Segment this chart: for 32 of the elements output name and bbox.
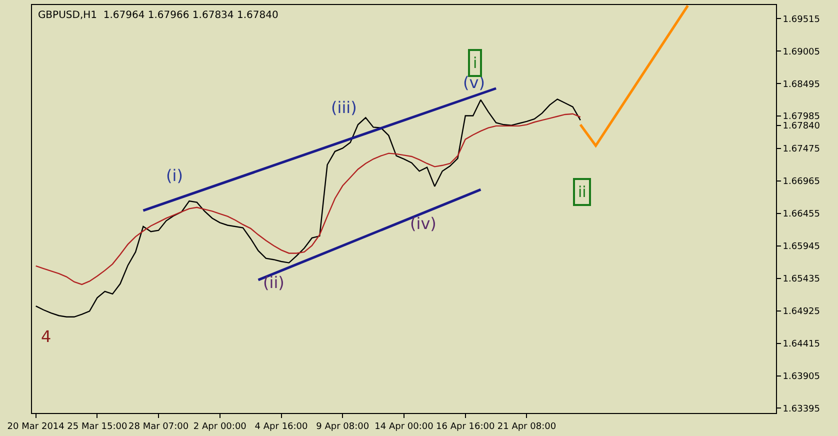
x-tick-label: 16 Apr 16:00 [436,422,495,432]
x-tick-label: 28 Mar 07:00 [128,422,189,432]
y-tick-label: 1.67985 [782,112,820,122]
y-tick-label: 1.63905 [782,372,820,382]
y-tick-label: 1.63395 [782,404,820,414]
y-tick-label: 1.65435 [782,274,820,285]
x-tick-label: 9 Apr 08:00 [316,422,370,432]
annotation: (i) [166,166,183,185]
x-tick-label: 21 Apr 08:00 [497,422,556,432]
text: GBPUSD,H1 1.67964 1.67966 1.67834 1.67840 [38,10,278,21]
x-tick-label: 4 Apr 16:00 [254,422,308,432]
annotation: (iii) [331,98,357,117]
x-tick-label: 20 Mar 2014 [7,422,65,432]
y-tick-label: 1.67840 [782,121,820,132]
y-tick-label: 1.64925 [782,306,820,317]
y-tick-label: 1.64415 [782,339,820,350]
y-tick-label: 1.69515 [782,14,820,25]
x-tick-label: 25 Mar 15:00 [67,422,128,432]
annotation: (ii) [263,273,284,292]
y-tick-label: 1.69005 [782,47,820,58]
y-tick-label: 1.67475 [782,144,820,155]
annotation: (iv) [410,214,436,233]
annotation: ii [578,183,586,201]
y-tick-label: 1.68495 [782,80,820,90]
annotation: (v) [463,73,485,92]
annotation: 4 [41,327,52,346]
y-tick-label: 1.65945 [782,242,820,252]
annotation: i [473,54,478,72]
y-tick-label: 1.66965 [782,177,820,188]
x-tick-label: 2 Apr 00:00 [193,422,247,432]
y-tick-label: 1.66455 [782,210,820,220]
x-tick-label: 14 Apr 00:00 [374,422,434,432]
